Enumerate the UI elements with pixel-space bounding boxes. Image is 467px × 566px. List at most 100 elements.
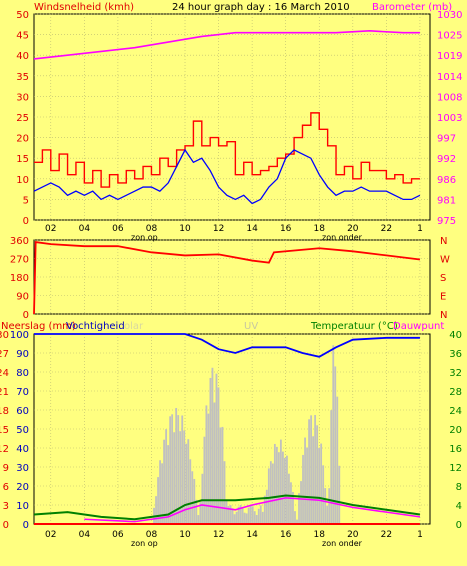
solar-bar [215,373,218,524]
solar-bar [247,507,250,524]
x-tick-label: 08 [146,530,158,540]
solar-bar [159,460,161,524]
solar-bar [233,514,236,524]
solar-bar [181,415,184,524]
solar-bar [282,451,284,524]
solar-bar [290,482,292,524]
x-tick-label: 16 [280,530,292,540]
baro-tick-label: 1014 [437,72,462,83]
solar-bar [286,455,288,524]
solar-bar [294,511,296,524]
humidity-tick-label: 60 [16,406,29,417]
solar-bar [203,436,206,524]
solar-bar [209,377,212,524]
solar-bar [167,445,170,524]
x-tick-label: 02 [45,530,56,540]
barometer-axis-title: Barometer (mb) [372,2,452,13]
wind-tick-label: 50 [16,10,29,21]
solar-bar [243,512,246,524]
solar-bar [211,367,214,524]
baro-tick-label: 1030 [437,10,462,21]
compass-label: N [440,236,447,247]
plot-frames [33,13,431,525]
solar-bar [312,436,315,524]
solar-bar [157,477,159,524]
x-tick-label: 10 [179,224,191,234]
solar-bar [249,505,252,524]
x-tick-label: 02 [45,224,56,234]
compass-label: W [440,255,450,266]
temp-tick-label: 20 [449,425,462,436]
solar-bar [227,505,230,524]
solar-bar [324,488,327,524]
temp-tick-label: 8 [456,482,462,493]
solar-bar [189,459,192,524]
solar-bar [155,496,157,524]
solar-bar [314,415,317,524]
solar-bar [257,508,260,524]
temp-tick-label: 4 [456,501,462,512]
solar-bar [217,387,220,524]
solar-bar [302,454,304,524]
direction-tick-label: 90 [16,292,29,303]
solar-bar [255,514,258,524]
rain-tick-label: 21 [0,387,9,398]
wind-tick-label: 40 [16,51,29,62]
wind-tick-label: 35 [16,72,29,83]
solar-bar [310,415,312,524]
solar-bar [326,505,329,524]
direction-tick-label: 180 [10,273,29,284]
rain-tick-label: 3 [3,501,9,512]
solar-bar [173,432,176,524]
rain-tick-label: 30 [0,330,9,341]
solar-bar [223,461,226,524]
x-tick-label: 06 [112,224,124,234]
x-tick-label: 04 [79,224,91,234]
wind-average-line [33,148,421,205]
rain-tick-label: 12 [0,444,9,455]
humidity-tick-label: 100 [10,330,29,341]
solar-bar [199,502,202,524]
barometer-line [33,30,420,60]
solar-bar [318,447,321,524]
solar-bar [197,515,200,524]
humidity-tick-label: 10 [16,501,29,512]
rain-tick-label: 9 [3,463,9,474]
solar-bar [229,505,232,524]
solar-bar [177,415,180,524]
solar-bar [300,481,302,524]
x-tick-label: 12 [213,224,224,234]
solar-bar [271,463,274,524]
series-lines [33,30,421,525]
solar-bar [275,446,278,524]
x-tick-label: 12 [213,530,224,540]
wind-axis-title: Windsnelheid (kmh) [34,2,134,13]
solar-bar [292,492,294,524]
solar-bar [277,452,280,524]
x-tick-label: 08 [146,224,158,234]
rain-tick-label: 6 [3,482,9,493]
x-tick-label: 18 [314,530,326,540]
x-tick-label: 20 [347,224,359,234]
solar-bar [205,405,208,524]
solar-bar [269,461,272,524]
solar-bar [171,414,174,524]
temperature-line [33,494,421,521]
solar-axis-title: olar [124,321,144,332]
humidity-tick-label: 40 [16,444,29,455]
solar-bar [332,345,335,524]
rain-tick-label: 18 [0,406,9,417]
solar-bar [191,471,194,524]
solar-bar [279,439,282,524]
x-tick-label: 22 [381,530,392,540]
wind-tick-label: 10 [16,175,29,186]
solar-bar [219,427,222,524]
rain-tick-label: 0 [3,520,9,531]
humidity-tick-label: 0 [23,520,29,531]
solar-bar [239,505,242,524]
uv-axis-title: UV [244,321,258,332]
compass-label: N [440,310,447,321]
solar-bar [221,426,224,524]
wind-tick-label: 5 [23,195,29,206]
